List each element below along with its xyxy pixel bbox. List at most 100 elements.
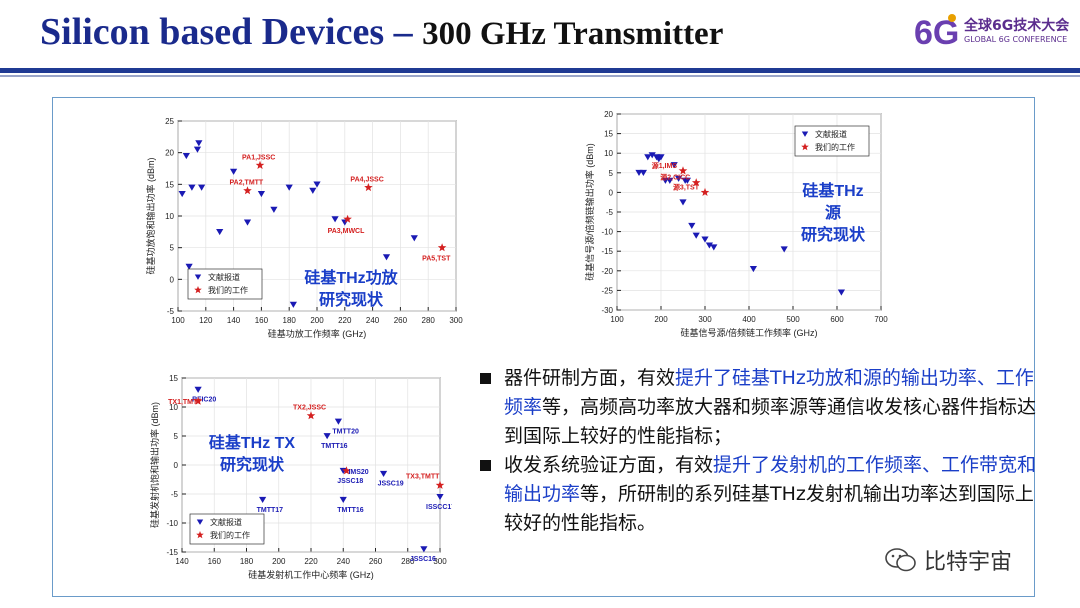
- x-tick-label: 260: [369, 557, 383, 566]
- y-tick-label: 10: [165, 212, 174, 221]
- legend-ours-label: 我们的工作: [815, 142, 855, 152]
- literature-point: [259, 496, 267, 504]
- y-tick-label: 15: [165, 180, 174, 189]
- slide-title: Silicon based Devices – 300 GHz Transmit…: [40, 10, 723, 54]
- y-tick-label: 20: [165, 149, 174, 158]
- our-work-point: [364, 183, 373, 192]
- wechat-icon: [885, 548, 916, 572]
- y-axis-label: 硅基发射机饱和输出功率 (dBm): [149, 402, 160, 528]
- x-tick-label: 180: [283, 316, 297, 325]
- our-work-label: TX1,TMTT: [168, 399, 202, 406]
- literature-point: [688, 222, 696, 229]
- legend-literature-icon: [801, 131, 809, 137]
- x-tick-label: 300: [698, 315, 712, 324]
- literature-point: [230, 168, 238, 175]
- our-work-point: [306, 411, 316, 420]
- summary-bullets: 器件研制方面，有效提升了硅基THz功放和源的输出功率、工作频率等，高频高功率放大…: [478, 364, 1038, 538]
- literature-point-label: JSSC19: [378, 481, 404, 488]
- x-axis-label: 硅基信号源/倍频链工作频率 (GHz): [681, 327, 818, 338]
- our-work-point: [243, 186, 252, 195]
- our-work-point: [437, 243, 447, 252]
- our-work-label: TX3,TMTT: [406, 473, 440, 480]
- literature-point: [270, 206, 278, 213]
- our-work-point: [343, 214, 352, 223]
- chart-overlay-caption: 硅基THz功放: [304, 268, 398, 287]
- literature-point: [178, 190, 186, 198]
- legend-box: [189, 513, 265, 545]
- our-work-label: PA3,MWCL: [328, 228, 366, 235]
- literature-point: [334, 418, 343, 425]
- literature-point: [705, 242, 713, 249]
- literature-point-label: TMTT20: [332, 429, 359, 436]
- bullet-system: 收发系统验证方面，有效提升了发射机的工作频率、工作带宽和输出功率等，所研制的系列…: [478, 451, 1038, 538]
- literature-point: [309, 187, 317, 194]
- literature-point: [648, 152, 656, 159]
- our-work-label: 源1,IMS: [652, 161, 678, 170]
- literature-point-label: ISSCC17: [426, 504, 452, 511]
- literature-point: [683, 177, 691, 184]
- y-axis-label: 硅基功放饱和输出功率 (dBm): [146, 157, 156, 274]
- literature-point-label: TMTT16: [337, 507, 364, 514]
- literature-point: [675, 175, 683, 182]
- y-tick-label: -15: [601, 247, 613, 256]
- literature-point: [379, 470, 388, 477]
- title-sub: 300 GHz Transmitter: [422, 16, 724, 52]
- x-tick-label: 600: [830, 315, 844, 324]
- watermark-text: 比特宇宙: [924, 550, 1013, 575]
- bullet-square-icon: [480, 460, 491, 471]
- y-tick-label: -5: [606, 208, 614, 217]
- literature-point: [382, 254, 391, 261]
- x-tick-label: 220: [304, 557, 318, 566]
- literature-point: [182, 152, 190, 160]
- x-tick-label: 140: [227, 316, 241, 325]
- our-work-label: IMS20: [348, 469, 368, 476]
- our-work-point: [342, 466, 351, 475]
- literature-point-label: TMTT17: [257, 507, 284, 514]
- literature-point: [194, 386, 202, 393]
- legend-ours-icon: [194, 286, 202, 294]
- x-tick-label: 700: [874, 315, 888, 324]
- literature-point-label: RFIC20: [192, 397, 216, 404]
- source-power-chart: 100 200 300 400 500 600 700 -30 -25 -20 -15 -10 -5 0 5…: [575, 108, 895, 340]
- literature-point: [285, 184, 293, 191]
- bullet-text-end: 等，高频高功率放大器和频率源等通信收发核心器件指标达到国际上较好的性能指标；: [504, 396, 1037, 447]
- x-tick-label: 300: [433, 557, 447, 566]
- 6g-logo-icon: 6G: [914, 14, 959, 52]
- y-tick-label: 25: [165, 117, 174, 126]
- x-tick-label: 300: [449, 316, 463, 325]
- logo-text: 全球6G技术大会: [964, 18, 1070, 34]
- y-tick-label: 20: [604, 110, 613, 119]
- legend-ours-label: 我们的工作: [208, 285, 248, 295]
- literature-point: [639, 169, 647, 177]
- our-work-point: [691, 178, 701, 187]
- our-work-label: TX2,JSSC: [293, 405, 326, 412]
- legend-literature-label: 文献报道: [815, 129, 847, 139]
- y-tick-label: -15: [166, 548, 178, 557]
- literature-point: [679, 199, 687, 206]
- chart-overlay-caption: 硅基THz: [802, 181, 863, 200]
- x-tick-label: 180: [240, 557, 254, 566]
- literature-point: [339, 496, 347, 504]
- x-tick-label: 200: [310, 316, 324, 325]
- literature-point: [666, 177, 674, 184]
- logo-subtext: GLOBAL 6G CONFERENCE: [964, 35, 1068, 44]
- y-tick-label: -5: [167, 307, 175, 316]
- y-tick-label: 0: [170, 275, 175, 284]
- x-tick-label: 220: [338, 316, 352, 325]
- x-axis-label: 硅基功放工作频率 (GHz): [268, 328, 367, 339]
- y-tick-label: -10: [166, 519, 178, 528]
- legend-literature-icon: [194, 274, 202, 280]
- watermark: 比特宇宙: [884, 544, 1012, 576]
- x-tick-label: 500: [786, 315, 800, 324]
- bullet-text: 器件研制方面，有效: [504, 367, 676, 389]
- our-work-point: [678, 166, 688, 175]
- our-work-label: PA2,TMTT: [230, 180, 264, 187]
- our-work-label: PA1,JSSC: [242, 154, 275, 161]
- y-tick-label: -20: [601, 267, 613, 276]
- conference-logo: 6G 全球6G技术大会 GLOBAL 6G CONFERENCE: [912, 8, 1069, 54]
- title-divider-thin: [0, 75, 1080, 77]
- legend-box: [187, 268, 263, 300]
- x-tick-label: 240: [366, 316, 380, 325]
- legend-literature-label: 文献报道: [210, 517, 242, 527]
- y-tick-label: 0: [174, 461, 179, 470]
